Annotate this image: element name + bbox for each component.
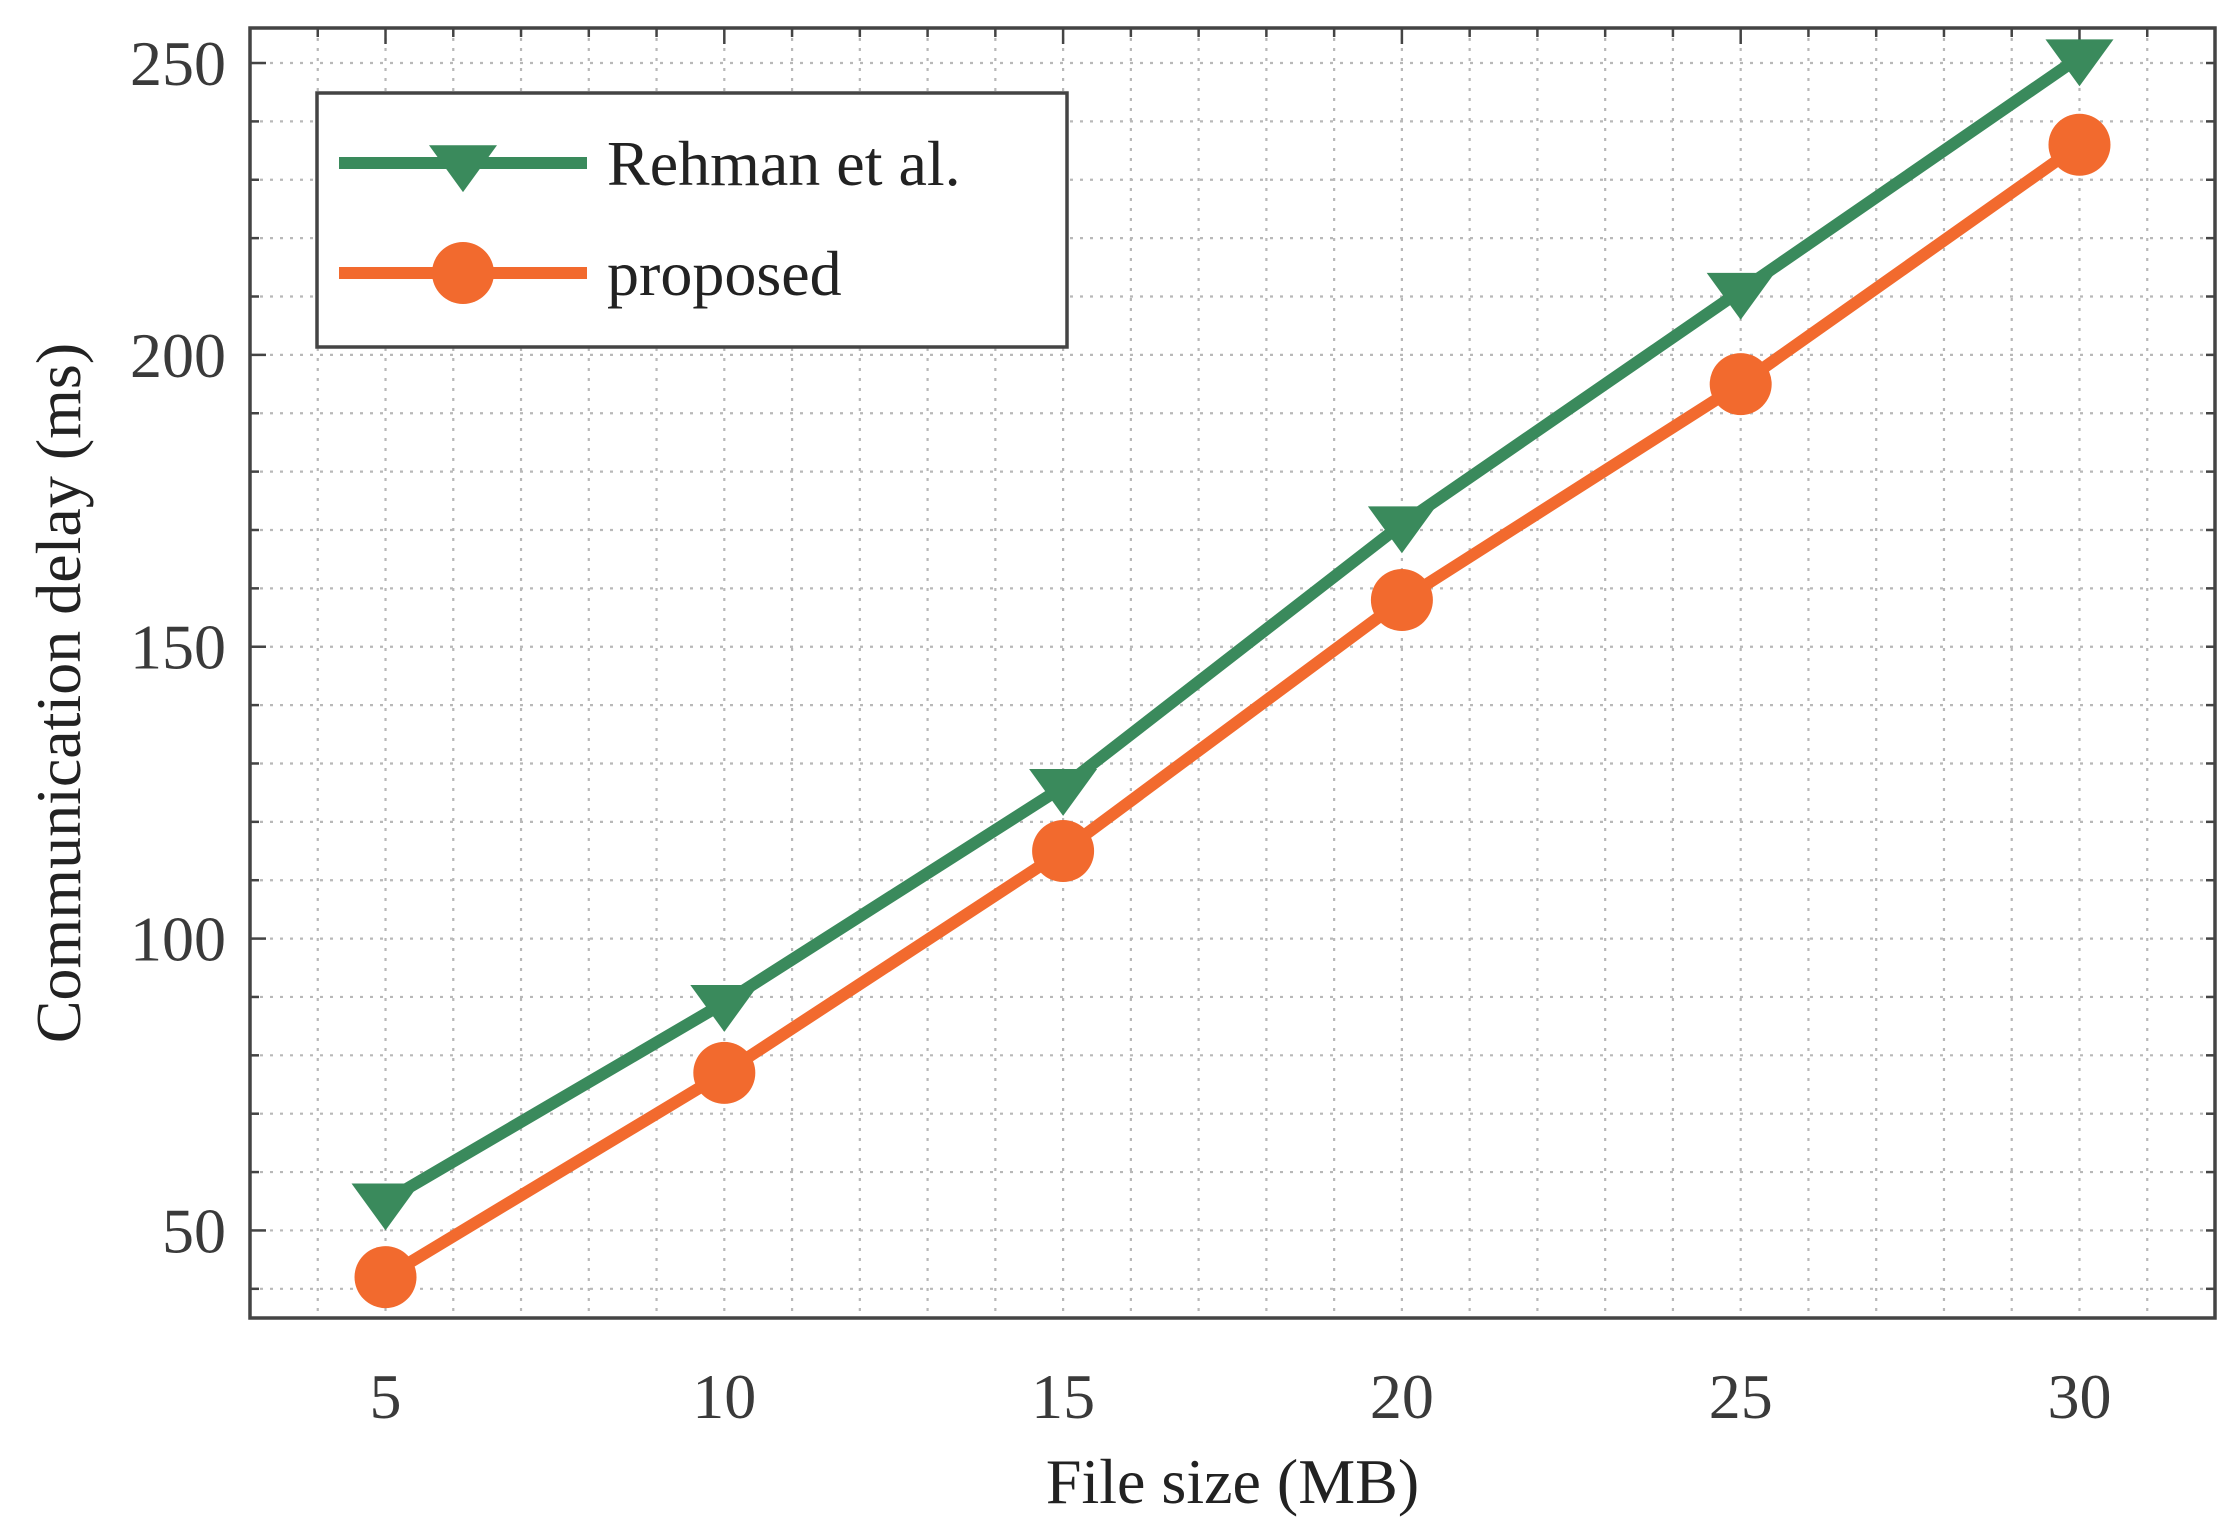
y-tick-label: 50 [162,1195,226,1266]
data-point [1370,569,1433,632]
plot-area-frame [248,26,2217,1320]
y-tick-label: 200 [130,320,226,391]
x-tick-label: 10 [692,1361,756,1432]
data-point [1709,353,1772,416]
x-tick-label: 15 [1031,1361,1095,1432]
x-tick-label: 30 [2047,1361,2111,1432]
series-rehman [351,39,2114,1231]
x-axis-label: File size (MB) [1046,1446,1419,1517]
x-tick-label: 25 [1709,1361,1773,1432]
legend-label: proposed [607,238,842,309]
data-point [1706,272,1775,320]
y-tick-label: 150 [130,612,226,683]
data-point [354,1246,417,1309]
series-layer [351,39,2114,1309]
data-point [351,1183,420,1231]
x-tick-label: 20 [1370,1361,1434,1432]
data-point [1032,820,1095,883]
series-proposed [354,113,2111,1309]
y-tick-label: 100 [130,904,226,975]
legend: Rehman et al. proposed [315,91,1069,349]
grid-lines [248,28,2217,1318]
legend-swatch-marker [432,242,494,304]
data-point [2048,113,2111,176]
y-tick-label: 250 [130,28,226,99]
legend-label: Rehman et al. [607,128,961,199]
legend-swatch-marker [429,145,497,193]
x-tick-label: 5 [370,1361,402,1432]
legend-box [315,91,1069,349]
data-point [693,1041,756,1104]
data-point [690,985,759,1032]
y-axis-label: Communication delay (ms) [23,343,94,1043]
data-point [1367,506,1436,554]
axis-ticks: 5 10 15 20 25 30 50 100 150 200 250 [130,28,2217,1432]
data-point [1029,769,1098,816]
series-line [382,139,2083,1283]
series-line [382,52,2083,1207]
data-point [2045,39,2114,87]
